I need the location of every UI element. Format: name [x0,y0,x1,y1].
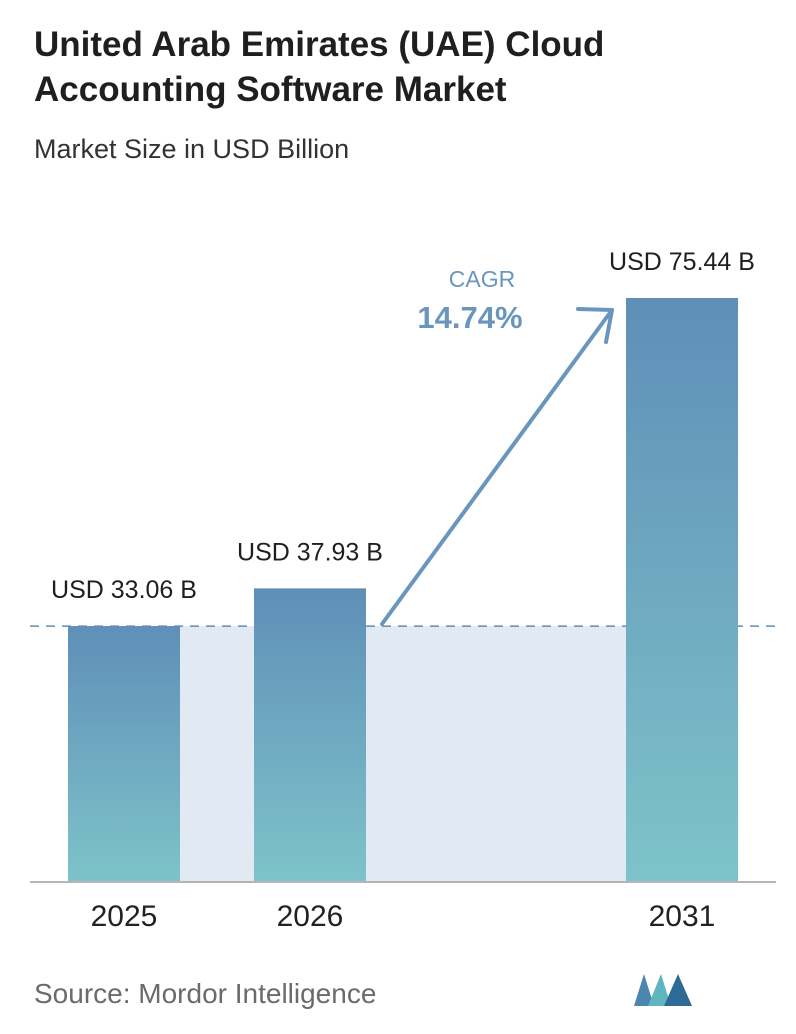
bar-2031 [626,298,738,882]
cagr-arrow-line [380,308,614,626]
cagr-arrow-head [576,307,614,344]
x-tick-label-2031: 2031 [649,900,716,933]
x-tick-label-2025: 2025 [91,900,158,933]
reference-band [180,626,626,882]
mordor-intelligence-logo-icon [634,974,692,1006]
chart-subtitle: Market Size in USD Billion [34,134,350,164]
cagr-value: 14.74% [417,300,522,335]
bar-2025 [68,626,180,882]
data-label-2026: USD 37.93 B [237,538,383,566]
bar-2026 [254,588,366,882]
x-tick-label-2026: 2026 [277,900,344,933]
bar-chart: USD 33.06 B USD 37.93 B USD 75.44 B 2025 202… [30,248,780,933]
cagr-label: CAGR [449,266,515,292]
data-label-2031: USD 75.44 B [609,248,755,276]
source-credit: Source: Mordor Intelligence [34,978,377,1009]
data-label-2025: USD 33.06 B [51,576,197,604]
chart-title: United Arab Emirates (UAE) Cloud Account… [34,25,605,109]
